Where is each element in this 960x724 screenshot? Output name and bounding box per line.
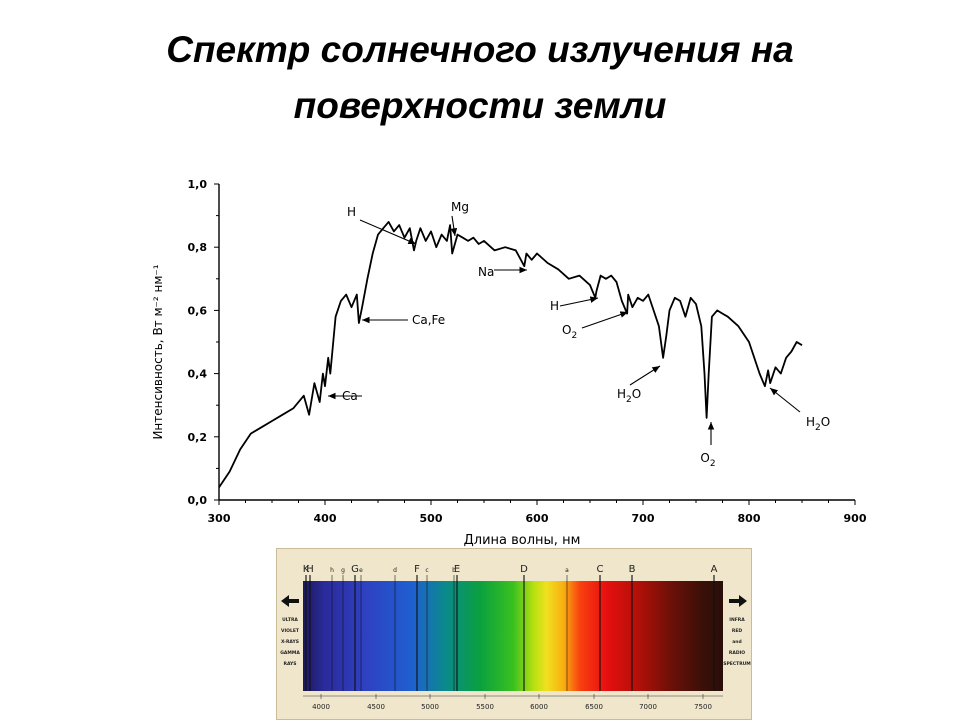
fraunhofer-label: E <box>454 564 460 575</box>
annotation-3: H <box>550 296 599 313</box>
solar-spectrum-chart: 300 400 500 600 700 800 900 0,0 0,2 0,4 0,6 0,8 1,0 Д… <box>151 178 867 548</box>
spectrum-line <box>218 220 803 488</box>
y-axis-label: Интенсивность, Вт м⁻² нм⁻¹ <box>151 264 165 439</box>
annotation-label: Na <box>478 265 494 279</box>
fraunhofer-label: h <box>330 567 334 574</box>
right-arrow-icon <box>729 595 747 607</box>
right-side-text: RADIO <box>729 650 745 656</box>
annotation-label: H2O <box>617 387 641 405</box>
fraunhofer-label: a <box>565 567 569 574</box>
fraunhofer-label: F <box>414 564 420 575</box>
y-tick-label: 0,0 <box>188 494 208 507</box>
fraunhofer-label: G <box>351 564 359 575</box>
fraunhofer-label: A <box>711 564 718 575</box>
title-line-2: поверхности земли <box>293 85 667 126</box>
x-tick-label: 500 <box>420 512 443 525</box>
left-side-text: X-RAYS <box>281 639 299 645</box>
fraunhofer-label: c <box>425 567 428 574</box>
annotation-9: H2O <box>769 387 830 433</box>
annotation-6: O2 <box>562 311 629 341</box>
fraunhofer-label: D <box>520 564 528 575</box>
scale-label: 4000 <box>312 703 330 711</box>
fraunhofer-label: C <box>597 564 604 575</box>
x-tick-label: 600 <box>526 512 549 525</box>
y-tick-label: 1,0 <box>188 178 208 191</box>
right-side-text: and <box>732 639 741 645</box>
right-side-text: SPECTRUM <box>723 661 751 667</box>
y-tick-label: 0,4 <box>188 368 208 381</box>
fraunhofer-label: e <box>359 567 363 574</box>
scale-label: 6000 <box>530 703 548 711</box>
annotation-arrow <box>450 215 458 237</box>
slide-title: Спектр солнечного излучения на поверхнос… <box>0 22 960 134</box>
left-side-text: ULTRA <box>282 617 298 623</box>
fraunhofer-label: d <box>393 567 397 574</box>
scale-label: 4500 <box>367 703 385 711</box>
annotation-2: Na <box>478 265 527 279</box>
x-axis-label: Длина волны, нм <box>464 533 581 548</box>
scale-label: 7000 <box>639 703 657 711</box>
fraunhofer-label: B <box>629 564 636 575</box>
fraunhofer-label: H <box>306 564 314 575</box>
left-side-text: RAYS <box>283 661 296 667</box>
annotation-label: O2 <box>700 451 715 469</box>
annotation-7: H2O <box>617 365 661 405</box>
left-arrow-icon <box>281 595 299 607</box>
annotation-label: Mg <box>451 200 469 214</box>
annotation-label: H <box>550 299 559 313</box>
right-side-text: RED <box>732 628 743 634</box>
annotation-4: Ca,Fe <box>362 313 445 327</box>
annotation-8: O2 <box>700 422 716 469</box>
fraunhofer-label: K <box>303 564 310 575</box>
x-tick-label: 900 <box>844 512 867 525</box>
annotation-arrow <box>769 387 801 413</box>
y-tick-label: 0,6 <box>188 304 208 317</box>
annotation-label: H2O <box>806 415 830 433</box>
annotation-0: H <box>347 205 417 245</box>
fraunhofer-label: b <box>452 567 456 574</box>
y-tick-label: 0,8 <box>188 241 208 254</box>
x-tick-label: 700 <box>632 512 655 525</box>
scale-label: 7500 <box>694 703 712 711</box>
annotation-1: Mg <box>450 200 469 237</box>
annotation-label: Ca <box>342 389 358 403</box>
annotation-label: H <box>347 205 356 219</box>
scale-label: 5000 <box>421 703 439 711</box>
title-line-1: Спектр солнечного излучения на <box>166 29 794 70</box>
right-side-text: INFRA <box>729 617 745 623</box>
y-tick-label: 0,2 <box>188 431 208 444</box>
annotation-label: O2 <box>562 323 577 341</box>
spectrum-band <box>303 581 723 691</box>
annotation-arrow <box>629 365 661 386</box>
annotation-label: Ca,Fe <box>412 313 445 327</box>
x-tick-label: 300 <box>208 512 231 525</box>
annotation-arrow <box>581 311 629 329</box>
annotation-arrow <box>359 219 417 245</box>
scale-label: 5500 <box>476 703 494 711</box>
x-tick-label: 800 <box>738 512 761 525</box>
left-side-text: VIOLET <box>281 628 300 634</box>
annotation-arrow <box>559 296 599 307</box>
annotation-5: Ca <box>328 389 362 403</box>
left-side-text: GAMMA <box>280 650 300 656</box>
x-tick-label: 400 <box>314 512 337 525</box>
scale-label: 6500 <box>585 703 603 711</box>
fraunhofer-label: g <box>341 567 345 574</box>
